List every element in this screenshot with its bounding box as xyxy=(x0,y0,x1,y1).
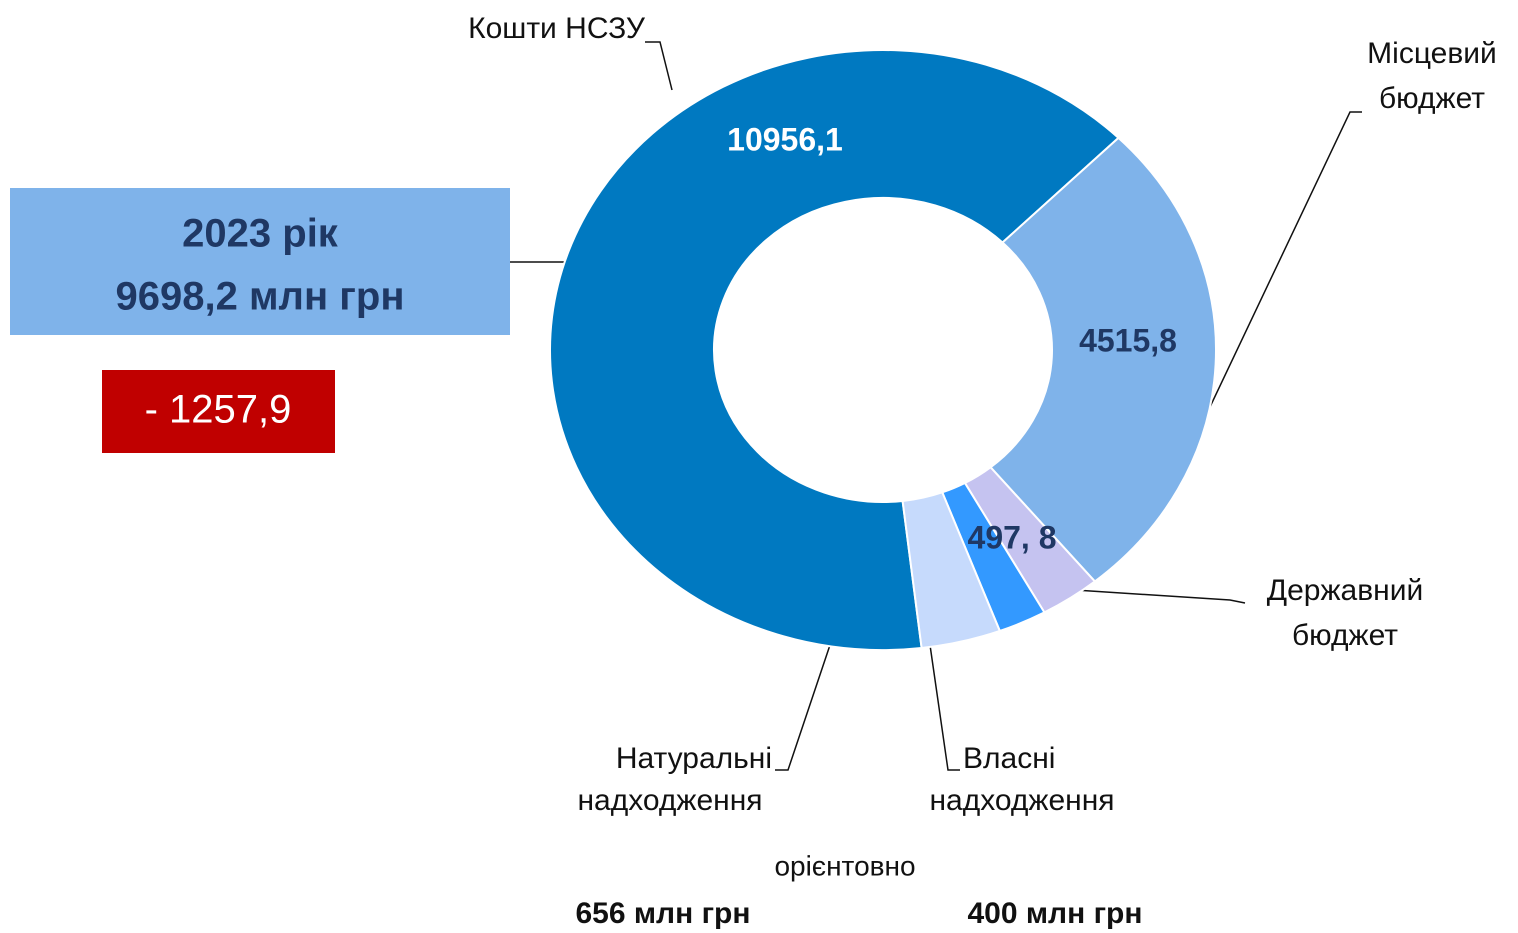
data-label: 400 млн грн xyxy=(967,897,1142,930)
leader-line xyxy=(775,644,831,771)
leader-line xyxy=(1074,589,1246,604)
summary-box xyxy=(10,188,510,335)
data-label: 10956,1 xyxy=(727,121,843,157)
leader-line xyxy=(929,644,960,771)
category-label: Власні надходження xyxy=(929,742,1114,817)
data-label: 497, 8 xyxy=(968,519,1057,555)
total-label: 9698,2 млн грн xyxy=(116,275,405,319)
category-label: Кошти НСЗУ xyxy=(468,12,646,45)
category-label: Натуральні надходження xyxy=(577,742,772,817)
data-label: 4515,8 xyxy=(1079,322,1177,358)
category-label: Місцевий бюджет xyxy=(1367,37,1497,115)
change-label: - 1257,9 xyxy=(145,388,292,432)
year-label: 2023 рік xyxy=(182,212,339,256)
data-label: 656 млн грн xyxy=(575,897,750,930)
donut-segment xyxy=(549,49,1120,651)
category-label: Державний бюджет xyxy=(1267,574,1423,652)
donut-segment xyxy=(901,491,1002,650)
donut-segment xyxy=(989,136,1217,583)
leader-line xyxy=(1199,111,1362,429)
leader-line xyxy=(645,41,673,91)
change-box xyxy=(102,370,335,453)
note: орієнтовно xyxy=(774,850,915,881)
